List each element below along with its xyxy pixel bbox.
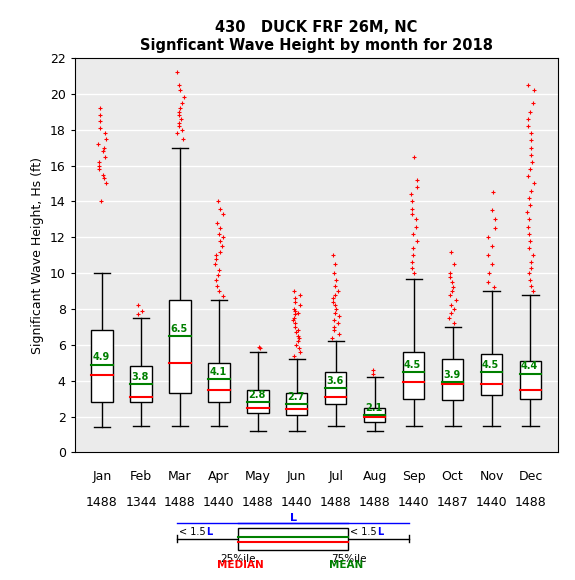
Text: 1488: 1488 — [515, 496, 546, 509]
Text: 4.4: 4.4 — [521, 361, 538, 371]
Bar — [238, 528, 348, 550]
Text: 1440: 1440 — [281, 496, 313, 509]
Text: L: L — [290, 513, 297, 523]
Text: 1487: 1487 — [436, 496, 469, 509]
Text: Oct: Oct — [442, 470, 463, 483]
Text: L: L — [377, 527, 384, 537]
Text: 1440: 1440 — [203, 496, 235, 509]
Text: MEDIAN: MEDIAN — [217, 560, 264, 570]
Bar — [325, 372, 347, 404]
Text: 1344: 1344 — [125, 496, 157, 509]
Text: Apr: Apr — [208, 470, 229, 483]
Text: 25%ile: 25%ile — [220, 554, 256, 564]
Text: Mar: Mar — [168, 470, 191, 483]
Text: 1488: 1488 — [359, 496, 390, 509]
Text: 3.8: 3.8 — [132, 372, 149, 382]
Text: 4.5: 4.5 — [404, 360, 421, 369]
Text: 2.7: 2.7 — [288, 392, 305, 402]
Text: Jun: Jun — [287, 470, 306, 483]
Text: Dec: Dec — [518, 470, 543, 483]
Text: 1488: 1488 — [320, 496, 351, 509]
Text: 1488: 1488 — [86, 496, 118, 509]
Bar — [131, 367, 152, 402]
Text: 1440: 1440 — [476, 496, 507, 509]
Text: 6.5: 6.5 — [170, 324, 187, 334]
Text: Aug: Aug — [362, 470, 387, 483]
Text: 3.9: 3.9 — [443, 371, 461, 380]
Title: 430   DUCK FRF 26M, NC
Signficant Wave Height by month for 2018: 430 DUCK FRF 26M, NC Signficant Wave Hei… — [140, 20, 493, 53]
Text: Feb: Feb — [130, 470, 152, 483]
Text: 1488: 1488 — [242, 496, 274, 509]
Text: 4.1: 4.1 — [209, 367, 227, 377]
Bar — [208, 362, 229, 402]
Y-axis label: Significant Wave Height, Hs (ft): Significant Wave Height, Hs (ft) — [31, 157, 44, 354]
Bar — [364, 408, 385, 422]
Bar — [286, 393, 308, 415]
Text: 2.8: 2.8 — [248, 390, 266, 400]
Text: < 1.5: < 1.5 — [179, 527, 209, 537]
Text: L: L — [206, 527, 213, 537]
Text: 4.5: 4.5 — [482, 360, 499, 369]
Text: 1488: 1488 — [164, 496, 196, 509]
Text: MEAN: MEAN — [328, 560, 363, 570]
Text: 2.1: 2.1 — [365, 403, 382, 412]
Text: Jan: Jan — [93, 470, 112, 483]
Text: 3.6: 3.6 — [326, 376, 343, 386]
Text: < 1.5: < 1.5 — [350, 527, 380, 537]
Bar — [442, 359, 463, 400]
Text: May: May — [245, 470, 271, 483]
Text: 1440: 1440 — [398, 496, 430, 509]
Bar — [403, 352, 424, 398]
Text: 75%ile: 75%ile — [331, 554, 366, 564]
Bar — [247, 390, 269, 413]
Text: Nov: Nov — [480, 470, 504, 483]
Text: 4.9: 4.9 — [93, 353, 110, 362]
Bar — [481, 354, 502, 395]
Text: Sep: Sep — [402, 470, 426, 483]
Bar — [520, 361, 541, 398]
Text: Jul: Jul — [328, 470, 343, 483]
Bar — [169, 300, 191, 393]
Bar — [91, 331, 113, 402]
